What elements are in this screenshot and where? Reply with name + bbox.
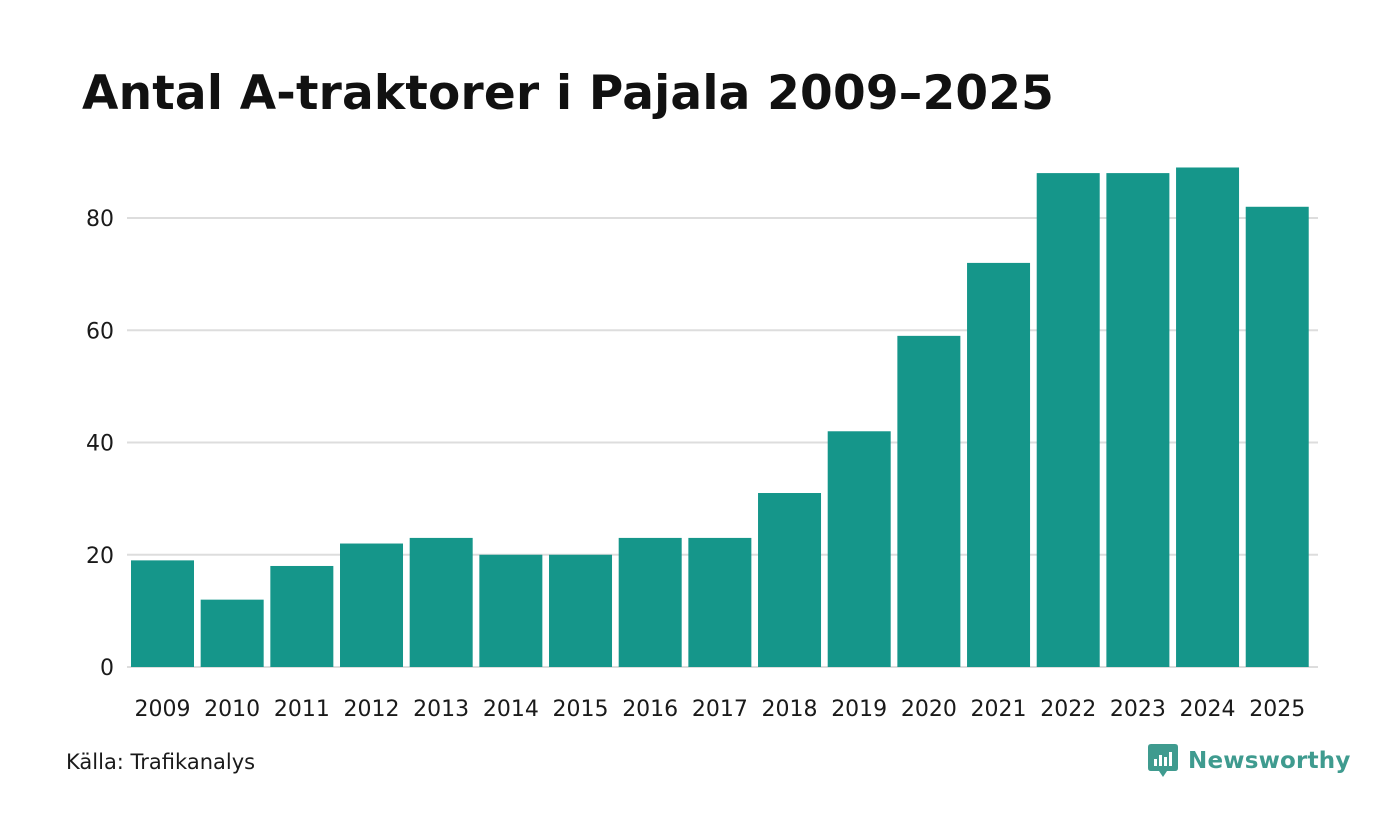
y-axis-ticks: 0 20 40 60 80 (86, 207, 114, 681)
y-tick-label: 0 (100, 656, 114, 681)
bar-2022 (1036, 173, 1100, 667)
bar-2025 (1245, 206, 1309, 667)
x-tick-label: 2018 (762, 697, 818, 722)
bar-2015 (549, 554, 613, 667)
x-tick-label: 2021 (971, 697, 1027, 722)
x-tick-label: 2016 (622, 697, 678, 722)
x-tick-label: 2014 (483, 697, 539, 722)
x-tick-label: 2020 (901, 697, 957, 722)
x-tick-label: 2017 (692, 697, 748, 722)
bars (131, 167, 1309, 668)
x-tick-label: 2012 (344, 697, 400, 722)
bar-2009 (131, 560, 194, 667)
x-axis-ticks: 2009 2010 2011 2012 2013 2014 2015 2016 2017 2018… (135, 697, 1306, 722)
y-tick-label: 40 (86, 432, 114, 457)
x-tick-label: 2024 (1180, 697, 1236, 722)
x-tick-label: 2013 (413, 697, 469, 722)
x-tick-label: 2023 (1110, 697, 1166, 722)
brand-name: Newsworthy (1188, 748, 1351, 774)
brand-logo: Newsworthy (1148, 744, 1351, 778)
x-tick-label: 2025 (1249, 697, 1305, 722)
bar-2014 (479, 554, 543, 667)
bar-2021 (967, 262, 1031, 667)
x-tick-label: 2022 (1040, 697, 1096, 722)
bar-2013 (409, 537, 473, 667)
bar-2020 (897, 335, 961, 667)
x-tick-label: 2009 (135, 697, 191, 722)
source-note: Källa: Trafikanalys (66, 750, 256, 774)
bar-2010 (200, 599, 264, 667)
bar-2011 (270, 565, 334, 667)
x-tick-label: 2015 (553, 697, 609, 722)
x-tick-label: 2011 (274, 697, 330, 722)
bar-2012 (340, 543, 404, 667)
bar-2019 (827, 431, 891, 667)
y-tick-label: 80 (86, 207, 114, 232)
newsworthy-logo-icon (1148, 744, 1178, 777)
bar-2023 (1106, 173, 1170, 667)
x-tick-label: 2019 (831, 697, 887, 722)
y-tick-label: 60 (86, 319, 114, 344)
chart-title: Antal A-traktorer i Pajala 2009–2025 (82, 66, 1055, 121)
bar-2017 (688, 537, 752, 667)
bar-2018 (758, 493, 822, 667)
bar-2024 (1176, 167, 1240, 668)
bar-2016 (618, 537, 682, 667)
y-tick-label: 20 (86, 544, 114, 569)
x-tick-label: 2010 (204, 697, 260, 722)
